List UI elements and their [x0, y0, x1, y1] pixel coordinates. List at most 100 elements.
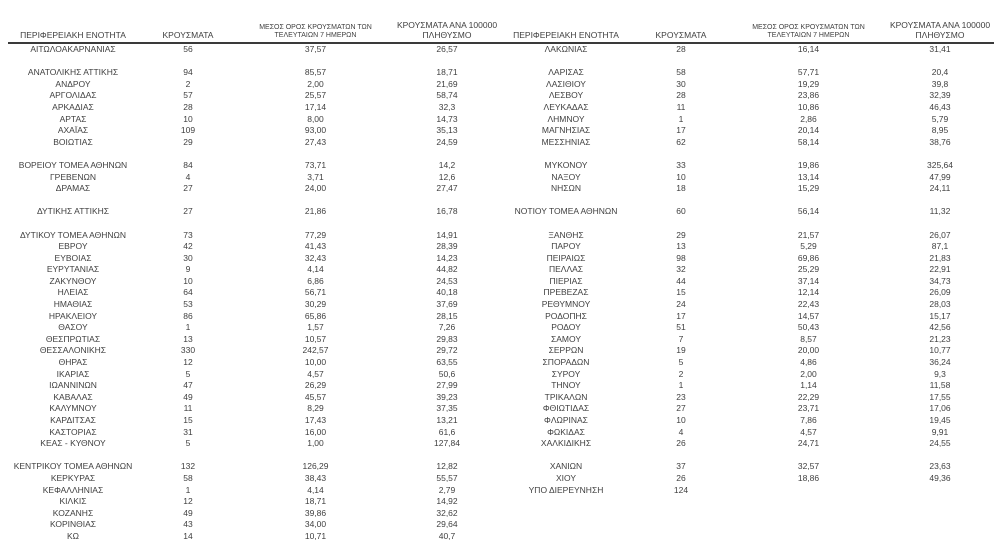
region-name-cell: ΗΛΕΙΑΣ [57, 287, 89, 298]
region-name-cell: ΠΡΕΒΕΖΑΣ [543, 287, 589, 298]
avg7-cell [731, 218, 886, 230]
per100k-cell: 31,41 [929, 44, 951, 54]
per100k-cell [393, 56, 501, 68]
region-name-cell: ΧΙΟΥ [555, 472, 577, 483]
cases-cell: 37 [676, 461, 686, 472]
cases-cell [631, 450, 731, 462]
cases-cell: 5 [185, 368, 191, 379]
cases-cell: 132 [180, 461, 196, 472]
avg7-cell [731, 450, 886, 462]
avg7-cell: 56,71 [304, 287, 327, 298]
per100k-cell: 2,79 [438, 484, 456, 495]
per100k-cell: 58,74 [436, 90, 458, 101]
per100k-cell: 87,1 [931, 241, 949, 252]
per100k-cell: 23,63 [929, 461, 951, 472]
avg7-cell: 8,57 [800, 333, 817, 344]
table-body: ΑΙΤΩΛΟΑΚΑΡΝΑΝΙΑΣ 56 37,57 26,57 ΛΑΚΩΝΙΑΣ… [8, 44, 994, 548]
table-row: ΚΙΛΚΙΣ 12 18,71 14,92 [8, 496, 994, 508]
avg7-cell: 17,14 [304, 101, 327, 112]
cases-cell: 12 [183, 357, 193, 368]
avg7-cell: 58,14 [797, 136, 820, 147]
per100k-cell: 13,21 [436, 415, 458, 425]
region-name-cell: ΠΕΛΛΑΣ [548, 264, 584, 275]
per100k-cell [886, 450, 994, 462]
avg7-cell: 24,71 [797, 438, 820, 449]
table-row [8, 148, 994, 160]
cases-cell: 94 [183, 67, 193, 78]
table-row: ΔΡΑΜΑΣ 27 24,00 27,47 ΝΗΣΩΝ 18 15,29 24,… [8, 183, 994, 195]
region-name-cell: ΞΑΝΘΗΣ [548, 229, 584, 240]
avg7-cell: 50,43 [797, 322, 820, 333]
per100k-cell: 24,53 [436, 275, 458, 286]
avg7-cell: 27,43 [304, 136, 327, 147]
per100k-cell: 14,91 [436, 229, 458, 240]
table-row: ΗΡΑΚΛΕΙΟΥ 86 65,86 28,15 ΡΟΔΟΠΗΣ 17 14,5… [8, 311, 994, 323]
region-name-cell [501, 195, 631, 207]
per100k-cell: 26,09 [929, 287, 951, 298]
avg7-cell: 22,43 [797, 299, 820, 310]
table-row: ΚΕΑΣ - ΚΥΘΝΟΥ 5 1,00 127,84 ΧΑΛΚΙΔΙΚΗΣ 2… [8, 438, 994, 450]
region-name-cell [501, 148, 631, 160]
avg7-cell: 10,57 [304, 333, 327, 344]
cases-cell: 2 [185, 78, 191, 89]
table-row [8, 195, 994, 207]
region-name-cell: ΗΡΑΚΛΕΙΟΥ [48, 310, 98, 321]
cases-cell: 1 [185, 484, 191, 495]
cases-cell [631, 218, 731, 230]
cases-cell: 27 [183, 183, 193, 194]
avg7-cell: 4,86 [800, 357, 817, 368]
region-name-cell: ΥΠΟ ΔΙΕΡΕΥΝΗΣΗ [528, 484, 604, 495]
avg7-cell: 3,71 [307, 171, 324, 182]
region-name-cell: ΠΙΕΡΙΑΣ [549, 275, 583, 286]
cases-cell: 98 [676, 252, 686, 263]
avg7-cell: 34,00 [304, 519, 327, 530]
header-region-left-label: ΠΕΡΙΦΕΡΕΙΑΚΗ ΕΝΟΤΗΤΑ [20, 29, 126, 40]
region-name-cell: ΙΚΑΡΙΑΣ [56, 368, 90, 379]
cases-cell: 5 [185, 438, 191, 449]
region-name-cell: ΚΕΑΣ - ΚΥΘΝΟΥ [40, 438, 106, 449]
region-name-cell: ΚΑΛΥΜΝΟΥ [49, 403, 97, 414]
per100k-cell: 27,47 [436, 183, 458, 194]
avg7-cell: 2,00 [307, 78, 324, 89]
per100k-cell: 26,57 [436, 44, 458, 54]
region-name-cell: ΘΗΡΑΣ [58, 357, 88, 368]
cases-cell: 58 [183, 472, 193, 483]
per100k-cell: 16,78 [436, 206, 458, 217]
cases-cell: 5 [678, 357, 684, 368]
region-name-cell: ΛΕΣΒΟΥ [548, 90, 584, 101]
cases-cell: 49 [183, 507, 193, 518]
per100k-cell [393, 218, 501, 230]
table-row: ΑΡΚΑΔΙΑΣ 28 17,14 32,3 ΛΕΥΚΑΔΑΣ 11 10,86… [8, 102, 994, 114]
per100k-cell: 127,84 [434, 438, 460, 449]
header-per100k-left-line2: ΠΛΗΘΥΣΜΟ [422, 29, 472, 40]
region-name-cell: ΑΝΑΤΟΛΙΚΗΣ ΑΤΤΙΚΗΣ [27, 67, 119, 78]
cases-cell: 28 [676, 90, 686, 101]
region-name-cell: ΣΑΜΟΥ [550, 333, 581, 344]
avg7-cell: 41,43 [304, 241, 327, 252]
cases-cell: 4 [185, 171, 191, 182]
avg7-cell: 242,57 [302, 345, 329, 356]
avg7-cell: 18,86 [797, 472, 820, 483]
cases-cell [631, 496, 731, 508]
per100k-cell [886, 519, 994, 531]
cases-cell: 28 [183, 101, 193, 112]
per100k-cell [886, 531, 994, 543]
table-row: ΚΟΖΑΝΗΣ 49 39,86 32,62 [8, 508, 994, 520]
header-per100k-left-line1: ΚΡΟΥΣΜΑΤΑ ΑΝΑ 100000 [396, 20, 498, 30]
avg7-cell: 17,43 [304, 415, 327, 425]
per100k-cell: 35,13 [436, 125, 458, 136]
avg7-cell: 13,14 [797, 171, 820, 182]
region-name-cell: ΑΡΓΟΛΙΔΑΣ [49, 90, 97, 101]
avg7-cell [731, 496, 886, 508]
avg7-cell: 16,14 [797, 44, 820, 54]
table-row: ΚΑΡΔΙΤΣΑΣ 15 17,43 13,21 ΦΛΩΡΙΝΑΣ 10 7,8… [8, 415, 994, 427]
avg7-cell [238, 195, 393, 207]
per100k-cell: 11,58 [929, 380, 951, 391]
per100k-cell [393, 195, 501, 207]
per100k-cell: 32,3 [438, 101, 456, 112]
avg7-cell: 7,86 [800, 415, 817, 425]
per100k-cell: 28,39 [436, 241, 458, 252]
table-row: ΑΝΑΤΟΛΙΚΗΣ ΑΤΤΙΚΗΣ 94 85,57 18,71 ΛΑΡΙΣΑ… [8, 67, 994, 79]
cases-cell: 73 [183, 229, 193, 240]
header-cases-right-label: ΚΡΟΥΣΜΑΤΑ [655, 29, 707, 40]
